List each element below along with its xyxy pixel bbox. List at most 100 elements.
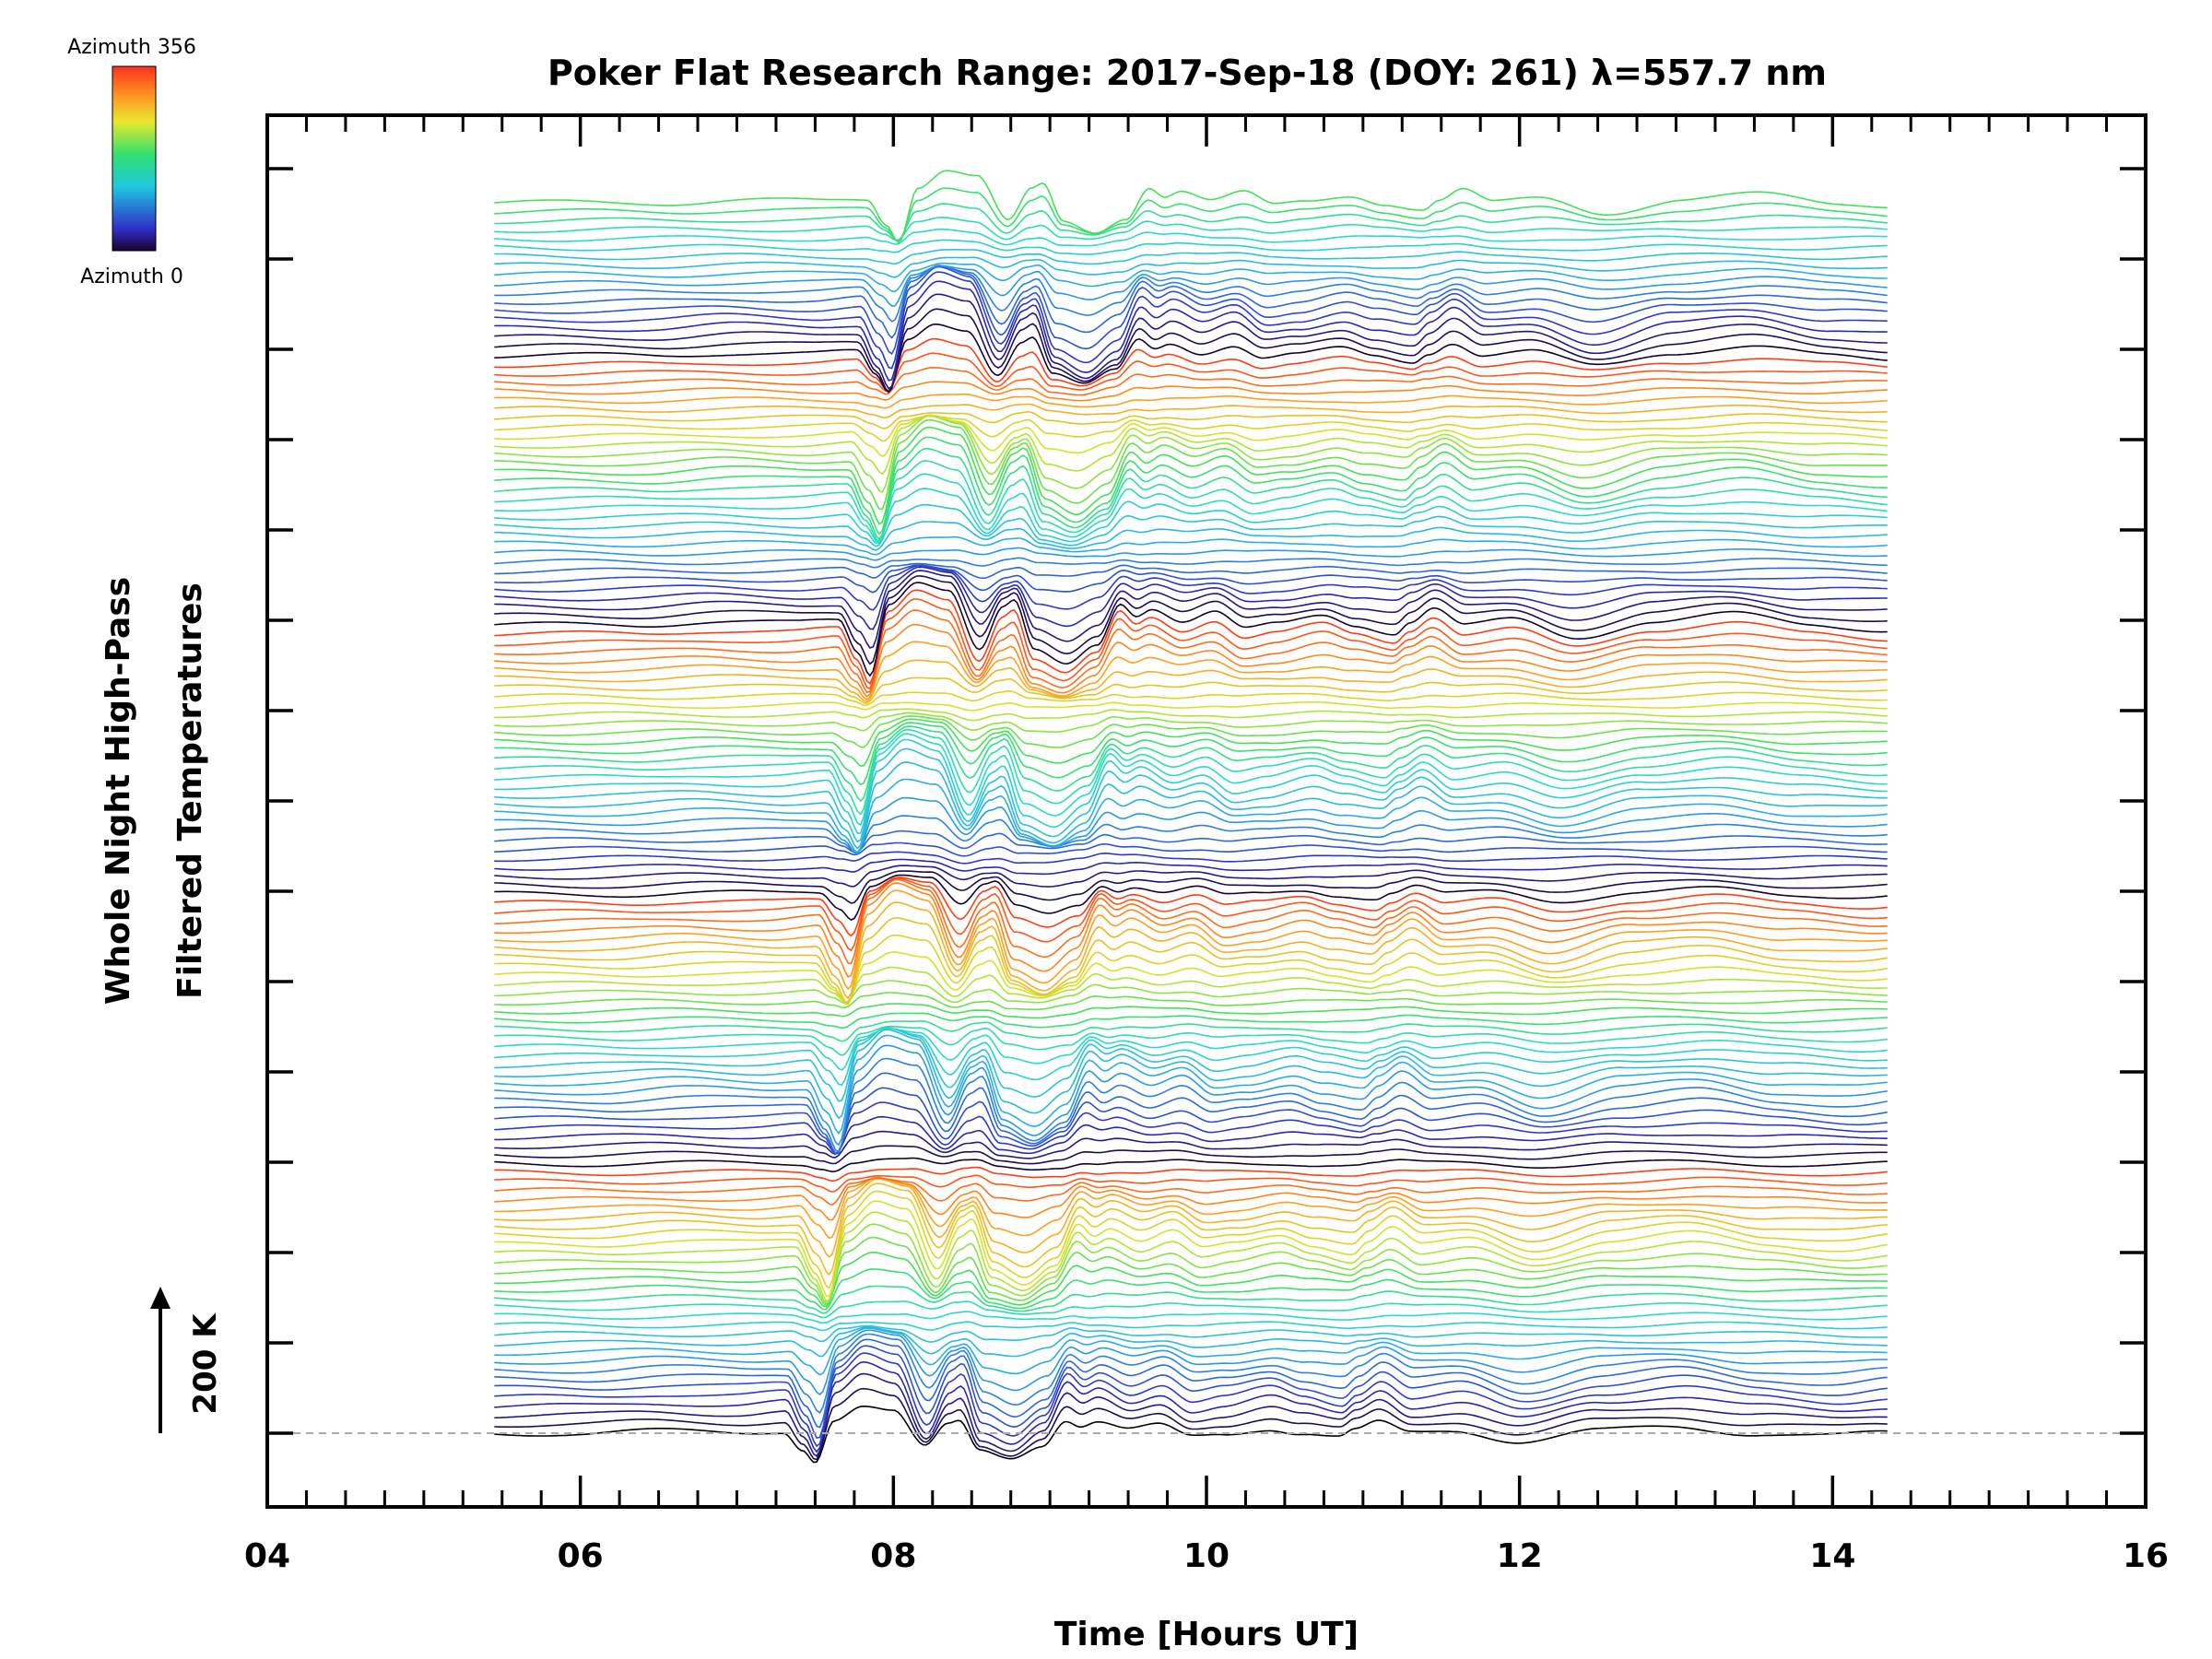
series-line (494, 1044, 1888, 1147)
series-line (494, 701, 1888, 712)
series-line (494, 414, 1888, 476)
series-line (494, 722, 1888, 786)
x-tick-label: 06 (558, 1537, 604, 1575)
series-line (494, 901, 1888, 1000)
series-line (494, 1025, 1888, 1056)
series-line (494, 718, 1888, 767)
series-line (494, 1326, 1888, 1358)
series-line (494, 598, 1888, 689)
series-line (494, 917, 1888, 1005)
x-tick-label: 04 (244, 1537, 290, 1575)
series-line (494, 877, 1888, 937)
series-line (494, 878, 1888, 965)
series-line (494, 830, 1888, 853)
series-line (494, 265, 1888, 339)
series-line (494, 1338, 1888, 1429)
series-line (494, 1020, 1888, 1042)
series-line (494, 436, 1888, 535)
series-line (494, 564, 1888, 594)
series-line (494, 851, 1888, 865)
series-line (494, 677, 1888, 704)
series-line (494, 725, 1888, 803)
series-line (494, 1190, 1888, 1289)
series-line (494, 323, 1888, 394)
chart-title: Poker Flat Research Range: 2017-Sep-18 (… (547, 53, 1827, 93)
series-line (494, 1166, 1888, 1182)
series-line (494, 1177, 1888, 1221)
series-line (494, 1176, 1888, 1240)
series-line (494, 352, 1888, 393)
series-line (494, 557, 1888, 569)
scale-bar: 200 K (150, 1287, 224, 1433)
y-axis-label: Whole Night High-Pass Filtered Temperatu… (100, 577, 209, 1005)
series-line (494, 1352, 1888, 1448)
series-line (494, 426, 1888, 525)
series-line (494, 1223, 1888, 1305)
series-line (494, 271, 1888, 370)
series-line (494, 308, 1888, 394)
series-line (494, 761, 1888, 850)
series-line (494, 641, 1888, 701)
series-line (494, 570, 1888, 649)
series-line (494, 966, 1888, 1004)
series-line (494, 1321, 1888, 1332)
series-line (494, 249, 1888, 265)
series-line (494, 747, 1888, 843)
series-line (494, 882, 1888, 978)
series-line (494, 1387, 1888, 1461)
series-line (494, 1327, 1888, 1376)
series-line (494, 796, 1888, 855)
series-line (494, 265, 1888, 307)
series-line (494, 415, 1888, 442)
series-line (494, 858, 1888, 876)
series-line (494, 992, 1888, 1011)
series-line (494, 609, 1888, 694)
series-line (494, 1300, 1888, 1319)
series-line (494, 203, 1888, 241)
series-line (494, 170, 1888, 244)
series-line (494, 1072, 1888, 1155)
series-line (494, 521, 1888, 551)
series-line (494, 1027, 1888, 1087)
x-tick-label: 12 (1497, 1537, 1543, 1575)
series-line (494, 265, 1888, 323)
series-line (494, 1101, 1888, 1155)
series-line (494, 715, 1888, 748)
series-line (494, 708, 1888, 722)
x-tick-label: 08 (870, 1537, 916, 1575)
series-line (494, 738, 1888, 834)
series-line (494, 712, 1888, 734)
series-line (494, 411, 1888, 429)
series-line (494, 874, 1888, 922)
series-line (494, 393, 1888, 409)
series-line (494, 403, 1888, 418)
series-line (494, 1405, 1888, 1464)
series-line (494, 1145, 1888, 1165)
x-tick-label: 16 (2123, 1537, 2169, 1575)
series-line (494, 623, 1888, 698)
scale-bar-arrowhead (150, 1287, 171, 1309)
series-line (494, 473, 1888, 543)
series-line (494, 870, 1888, 904)
series-line (494, 733, 1888, 827)
series-line (494, 262, 1888, 293)
series-group (494, 170, 1888, 1464)
series-line (494, 265, 1888, 356)
series-line (494, 1027, 1888, 1102)
series-line (494, 216, 1888, 241)
series-line (494, 566, 1888, 630)
series-line (494, 980, 1888, 1005)
colorbar-bottom-label: Azimuth 0 (80, 265, 183, 288)
series-line (494, 447, 1888, 541)
series-line (494, 1372, 1888, 1458)
x-tick-label: 10 (1183, 1537, 1230, 1575)
series-line (494, 1034, 1888, 1135)
series-line (494, 228, 1888, 247)
series-line (494, 728, 1888, 816)
x-tick-label: 14 (1809, 1537, 1855, 1575)
series-line (494, 415, 1888, 458)
series-line (494, 865, 1888, 888)
series-line (494, 575, 1888, 665)
series-line (494, 1268, 1888, 1311)
